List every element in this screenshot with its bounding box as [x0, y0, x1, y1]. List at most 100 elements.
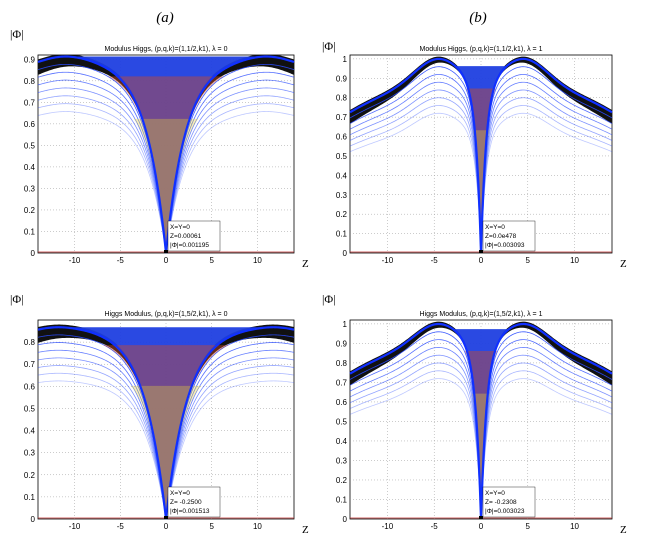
x-tick-label: -5: [117, 522, 125, 531]
annotation-box: [167, 486, 221, 518]
annotation-text: |Φ|=0.001513: [170, 508, 210, 515]
y-tick-label: 0.1: [336, 230, 348, 239]
y-tick-label: 0.1: [24, 493, 36, 502]
y-tick-label: 0.5: [24, 141, 36, 150]
y-tick-label: 0.2: [24, 471, 36, 480]
annotation-text: X=Y=0: [485, 224, 505, 231]
y-tick-label: 0.1: [336, 495, 348, 504]
annotation-box: [482, 486, 536, 518]
y-tick-label: 0.9: [336, 339, 348, 348]
surface-core: [102, 345, 230, 519]
y-axis-label: |Φ|: [322, 39, 336, 53]
y-tick-label: 0.3: [24, 184, 36, 193]
chart-title: Higgs Modulus, (p,q,k)=(1,5/2,k1), λ = 0: [105, 311, 228, 318]
y-tick-label: 0.8: [336, 94, 348, 103]
surface-core: [466, 88, 496, 253]
y-tick-label: 0: [31, 515, 36, 524]
chart-panel-1: (a) |Φ| Modulus Higgs, (p,q,k)=(1,1/2,k1),…: [10, 10, 309, 270]
x-tick-label: -5: [431, 522, 439, 531]
chart-title: Higgs Modulus, (p,q,k)=(1,5/2,k1), λ = 1: [420, 311, 543, 318]
annotation-text: Z= -0.2308: [485, 499, 517, 506]
x-tick-label: 5: [526, 256, 531, 265]
x-tick-label: 10: [253, 522, 262, 531]
surface-blue: [56, 327, 276, 519]
annotation-text: X=Y=0: [170, 224, 190, 231]
surface-blue: [65, 56, 267, 254]
data-cursor: [479, 516, 483, 519]
x-tick-label: 0: [479, 522, 484, 531]
y-tick-label: 0.3: [336, 191, 348, 200]
y-tick-label: 0.7: [336, 113, 348, 122]
annotation-text: |Φ|=0.003023: [485, 508, 525, 515]
x-axis-label: Z: [620, 524, 627, 536]
surface-highlight: [133, 118, 199, 253]
y-tick-label: 0.8: [24, 77, 36, 86]
surface-highlight: [130, 385, 202, 519]
y-tick-label: 0.5: [24, 404, 36, 413]
surface-core: [464, 351, 498, 519]
chart-panel-4: |Φ| Higgs Modulus, (p,q,k)=(1,5/2,k1), λ …: [322, 292, 627, 536]
surface-blue: [455, 66, 507, 253]
y-tick-label: 0.7: [24, 360, 36, 369]
y-tick-label: 1: [343, 55, 348, 64]
x-axis-label: Z: [302, 524, 309, 536]
panel-label: (b): [469, 10, 487, 26]
x-axis-label: Z: [302, 258, 309, 270]
x-axis-label: Z: [620, 258, 627, 270]
x-tick-label: -5: [117, 256, 125, 265]
x-tick-label: 10: [253, 256, 262, 265]
y-tick-label: 0: [343, 249, 348, 258]
y-axis-label: |Φ|: [10, 292, 24, 306]
x-tick-label: 0: [164, 522, 169, 531]
x-tick-label: 10: [570, 256, 579, 265]
surface-blue: [452, 329, 510, 519]
y-tick-label: 0.9: [24, 55, 36, 64]
y-tick-label: 0.6: [24, 120, 36, 129]
y-axis-label: |Φ|: [10, 27, 24, 41]
x-tick-label: 0: [164, 256, 169, 265]
y-tick-label: 0.4: [24, 427, 36, 436]
y-tick-label: 0.8: [336, 359, 348, 368]
annotation-text: Z=0.00061: [170, 233, 202, 240]
y-tick-label: 0.4: [336, 437, 348, 446]
y-tick-label: 0.3: [24, 449, 36, 458]
chart-panel-3: |Φ| Higgs Modulus, (p,q,k)=(1,5/2,k1), λ …: [10, 292, 309, 536]
data-cursor: [164, 250, 168, 253]
annotation-box: [167, 220, 221, 252]
y-tick-label: 0.6: [24, 382, 36, 391]
x-tick-label: -10: [382, 256, 394, 265]
annotation-text: |Φ|=0.003093: [485, 242, 525, 249]
y-tick-label: 0.5: [336, 417, 348, 426]
x-tick-label: 5: [209, 522, 214, 531]
y-tick-label: 0.4: [24, 163, 36, 172]
y-tick-label: 0.4: [336, 171, 348, 180]
annotation-text: X=Y=0: [485, 490, 505, 497]
annotation-text: Z= -0.2500: [170, 499, 202, 506]
data-cursor: [164, 516, 168, 519]
y-tick-label: 0.6: [336, 133, 348, 142]
x-tick-label: -5: [431, 256, 439, 265]
y-tick-label: 1: [343, 320, 348, 329]
y-tick-label: 0.7: [336, 378, 348, 387]
y-axis-label: |Φ|: [322, 292, 336, 306]
x-tick-label: 10: [570, 522, 579, 531]
x-tick-label: 0: [479, 256, 484, 265]
annotation-text: X=Y=0: [170, 490, 190, 497]
chart-panel-2: (b) |Φ| Modulus Higgs, (p,q,k)=(1,1/2,k1),…: [322, 10, 627, 270]
x-tick-label: 5: [209, 256, 214, 265]
y-tick-label: 0: [343, 515, 348, 524]
y-tick-label: 0.3: [336, 456, 348, 465]
x-tick-label: -10: [69, 522, 81, 531]
y-tick-label: 0: [31, 249, 36, 258]
annotation-text: |Φ|=0.001195: [170, 242, 209, 249]
y-tick-label: 0.9: [336, 74, 348, 83]
y-tick-label: 0.5: [336, 152, 348, 161]
annotation-box: [482, 220, 536, 252]
y-tick-label: 0.1: [24, 227, 36, 236]
chart-title: Modulus Higgs, (p,q,k)=(1,1/2,k1), λ = 1: [420, 46, 543, 53]
surface-core: [108, 76, 224, 253]
y-tick-label: 0.2: [24, 206, 36, 215]
x-tick-label: 5: [526, 522, 531, 531]
y-tick-label: 0.2: [336, 476, 348, 485]
